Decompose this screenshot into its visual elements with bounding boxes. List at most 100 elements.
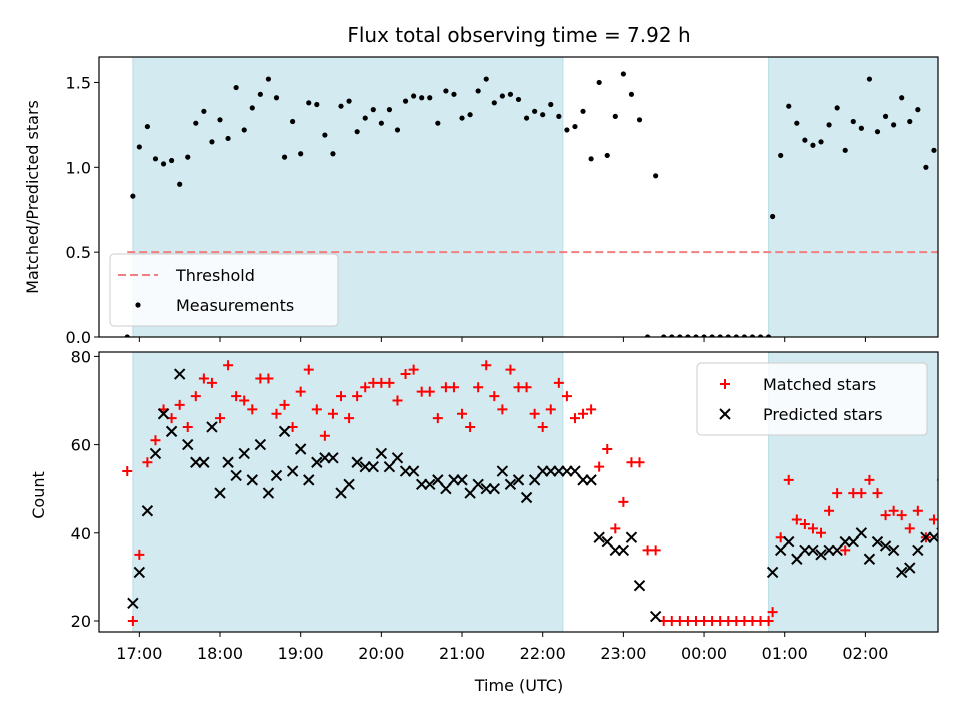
matched-stars-point <box>872 488 883 499</box>
legend-measurements-label: Measurements <box>176 296 294 315</box>
measurement-point <box>596 79 602 86</box>
matched-stars-point <box>896 510 907 521</box>
measurement-point <box>290 118 296 125</box>
predicted-stars-point <box>133 566 146 579</box>
matched-stars-point <box>239 395 250 406</box>
measurement-point <box>644 334 651 337</box>
predicted-stars-point <box>327 452 339 464</box>
measurement-point <box>620 71 626 77</box>
matched-stars-point <box>904 523 915 534</box>
measurement-point <box>923 164 929 170</box>
matched-stars-point <box>767 607 778 618</box>
y-tick-label: 1.0 <box>66 158 91 177</box>
matched-stars-point <box>610 523 621 534</box>
predicted-stars-point <box>928 531 938 543</box>
predicted-stars-point <box>351 456 363 468</box>
matched-stars-point <box>352 391 363 402</box>
matched-stars-point <box>134 549 145 560</box>
measurement-point <box>725 334 731 337</box>
predicted-stars-point <box>286 465 299 477</box>
matched-stars-point <box>150 435 161 446</box>
legend: Matched stars Predicted stars <box>696 362 928 436</box>
measurement-point <box>306 100 312 106</box>
predicted-stars-point <box>520 491 533 504</box>
measurement-point <box>891 122 897 128</box>
measurement-point <box>532 108 538 114</box>
measurement-point <box>757 334 764 337</box>
predicted-stars-point <box>863 553 876 565</box>
measurement-point <box>685 334 691 337</box>
x-tick-label: 21:00 <box>439 644 485 663</box>
x-tick-label: 22:00 <box>520 644 566 663</box>
measurement-point <box>338 103 344 109</box>
matched-stars-point <box>400 369 411 380</box>
measurement-point <box>209 139 215 145</box>
measurement-point <box>564 127 570 133</box>
predicted-stars-point <box>335 487 347 499</box>
predicted-stars-point <box>127 597 139 610</box>
measurement-point <box>826 122 832 128</box>
matched-stars-point <box>336 391 347 402</box>
predicted-stars-point <box>440 482 452 495</box>
matched-stars-point <box>127 615 138 626</box>
predicted-stars-point <box>464 487 476 499</box>
measurement-point <box>523 115 530 121</box>
predicted-stars-point <box>895 566 908 579</box>
x-tick-label: 02:00 <box>842 644 888 663</box>
measurement-point <box>850 118 856 125</box>
measurement-point <box>604 152 610 159</box>
measurement-point <box>386 107 393 113</box>
predicted-stars-point <box>807 544 819 557</box>
matched-stars-point <box>122 466 133 477</box>
matched-stars-point <box>457 408 468 419</box>
predicted-stars-point <box>528 474 541 486</box>
y-tick-label: 40 <box>71 524 91 543</box>
predicted-stars-point <box>593 531 605 543</box>
matched-stars-point <box>384 377 395 388</box>
measurement-point <box>802 137 808 143</box>
measurement-point <box>858 125 864 131</box>
measurement-point <box>330 151 336 157</box>
measurement-point <box>733 334 739 337</box>
predicted-stars-point <box>504 478 517 490</box>
measurement-point <box>249 105 255 111</box>
x-tick-label: 23:00 <box>600 644 646 663</box>
measurement-point <box>322 132 328 138</box>
matched-stars-point <box>448 382 459 393</box>
measurement-point <box>475 88 481 94</box>
predicted-stars-point <box>270 469 283 482</box>
x-tick-label: 17:00 <box>116 644 162 663</box>
matched-stars-point <box>799 518 810 529</box>
plot-frame <box>98 351 939 633</box>
predicted-stars-point <box>149 447 162 460</box>
plot-frame <box>98 56 939 338</box>
x-tick-label: 20:00 <box>358 644 404 663</box>
matched-stars-point <box>945 466 955 476</box>
predicted-stars-point <box>774 544 787 557</box>
measurement-point <box>451 91 457 97</box>
predicted-stars-point <box>617 544 630 557</box>
measurement-point <box>717 334 723 337</box>
measurement-point <box>842 147 848 153</box>
measurement-point <box>794 120 800 126</box>
x-tick-label: 01:00 <box>762 644 808 663</box>
measurement-point <box>346 98 352 104</box>
measurement-point <box>378 120 384 126</box>
matched-stars-point <box>142 457 153 468</box>
predicted-stars-point <box>512 474 525 486</box>
matched-stars-point <box>432 413 443 424</box>
matched-stars-point <box>578 408 589 419</box>
predicted-stars-point <box>424 478 436 490</box>
legend-box <box>109 253 339 327</box>
matched-stars-point <box>198 373 209 384</box>
measurement-point <box>749 334 756 337</box>
matched-stars-point <box>537 421 548 432</box>
legend-box <box>696 362 928 436</box>
legend-predicted-stars-swatch <box>719 408 731 420</box>
matched-stars-point <box>791 514 802 525</box>
matched-stars-point <box>618 496 629 507</box>
predicted-stars-point <box>278 425 291 438</box>
matched-stars-point <box>602 444 613 455</box>
measurement-point <box>370 107 376 113</box>
measurement-point <box>507 91 514 97</box>
